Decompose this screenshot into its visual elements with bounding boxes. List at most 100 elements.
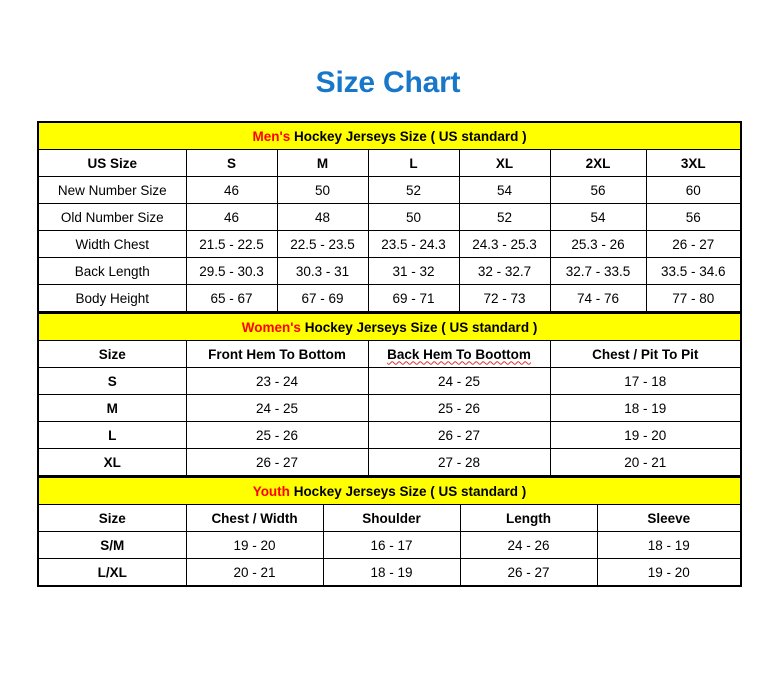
mens-band-rest: Hockey Jerseys Size ( US standard ) — [290, 128, 527, 144]
womens-header-row: Size Front Hem To Bottom Back Hem To Boo… — [37, 340, 742, 368]
youth-band-row: Youth Hockey Jerseys Size ( US standard … — [37, 476, 742, 505]
mens-cell-2-1: 22.5 - 23.5 — [276, 230, 369, 258]
womens-section-band: Women's Hockey Jerseys Size ( US standar… — [37, 312, 742, 341]
mens-col-6: 3XL — [645, 149, 742, 177]
mens-row-label-3: Back Length — [37, 257, 187, 285]
youth-header-row: Size Chest / Width Shoulder Length Sleev… — [37, 504, 742, 532]
womens-cell-3-0: 26 - 27 — [185, 448, 369, 476]
youth-row-label-1: L/XL — [37, 558, 187, 587]
youth-cell-1-1: 18 - 19 — [322, 558, 461, 587]
womens-band-accent: Women's — [241, 319, 301, 335]
mens-section-band: Men's Hockey Jerseys Size ( US standard … — [37, 121, 742, 150]
mens-cell-0-1: 50 — [276, 176, 369, 204]
womens-band-row: Women's Hockey Jerseys Size ( US standar… — [37, 312, 742, 341]
youth-col-1: Chest / Width — [185, 504, 324, 532]
womens-col-0: Size — [37, 340, 187, 368]
mens-cell-1-4: 54 — [549, 203, 647, 231]
mens-cell-4-5: 77 - 80 — [645, 284, 742, 312]
page-title: Size Chart — [315, 66, 461, 99]
womens-row-label-3: XL — [37, 448, 187, 476]
mens-cell-3-4: 32.7 - 33.5 — [549, 257, 647, 285]
mens-cell-2-5: 26 - 27 — [645, 230, 742, 258]
mens-header-row: US Size S M L XL 2XL 3XL — [37, 149, 742, 177]
mens-cell-3-2: 31 - 32 — [367, 257, 460, 285]
youth-col-2: Shoulder — [322, 504, 461, 532]
womens-size-table: Women's Hockey Jerseys Size ( US standar… — [37, 312, 743, 476]
mens-cell-3-0: 29.5 - 30.3 — [185, 257, 278, 285]
womens-cell-1-0: 24 - 25 — [185, 394, 369, 422]
mens-cell-0-0: 46 — [185, 176, 278, 204]
mens-cell-1-3: 52 — [458, 203, 551, 231]
mens-row-label-4: Body Height — [37, 284, 187, 312]
mens-col-1: S — [185, 149, 278, 177]
table-row: Width Chest 21.5 - 22.5 22.5 - 23.5 23.5… — [37, 230, 742, 258]
mens-cell-1-5: 56 — [645, 203, 742, 231]
table-row: S/M 19 - 20 16 - 17 24 - 26 18 - 19 — [37, 531, 742, 559]
mens-cell-2-0: 21.5 - 22.5 — [185, 230, 278, 258]
youth-band-accent: Youth — [252, 483, 290, 499]
mens-size-table: Men's Hockey Jerseys Size ( US standard … — [37, 121, 743, 312]
womens-cell-3-1: 27 - 28 — [367, 448, 551, 476]
table-row: New Number Size 46 50 52 54 56 60 — [37, 176, 742, 204]
mens-cell-2-4: 25.3 - 26 — [549, 230, 647, 258]
table-row: L/XL 20 - 21 18 - 19 26 - 27 19 - 20 — [37, 558, 742, 587]
mens-col-3: L — [367, 149, 460, 177]
mens-cell-4-4: 74 - 76 — [549, 284, 647, 312]
womens-col-2-label: Back Hem To Boottom — [387, 346, 531, 362]
size-chart-tables: Men's Hockey Jerseys Size ( US standard … — [37, 121, 743, 587]
youth-col-4: Sleeve — [596, 504, 742, 532]
womens-row-label-2: L — [37, 421, 187, 449]
youth-cell-0-0: 19 - 20 — [185, 531, 324, 559]
mens-cell-1-2: 50 — [367, 203, 460, 231]
table-row: S 23 - 24 24 - 25 17 - 18 — [37, 367, 742, 395]
youth-cell-1-0: 20 - 21 — [185, 558, 324, 587]
youth-col-0: Size — [37, 504, 187, 532]
youth-cell-0-1: 16 - 17 — [322, 531, 461, 559]
womens-cell-2-1: 26 - 27 — [367, 421, 551, 449]
youth-cell-1-2: 26 - 27 — [459, 558, 598, 587]
youth-band-rest: Hockey Jerseys Size ( US standard ) — [289, 483, 527, 499]
mens-cell-1-1: 48 — [276, 203, 369, 231]
mens-cell-0-3: 54 — [458, 176, 551, 204]
womens-col-2: Back Hem To Boottom — [367, 340, 551, 368]
womens-col-3: Chest / Pit To Pit — [549, 340, 742, 368]
youth-section-band: Youth Hockey Jerseys Size ( US standard … — [37, 476, 742, 505]
mens-cell-4-3: 72 - 73 — [458, 284, 551, 312]
mens-band-row: Men's Hockey Jerseys Size ( US standard … — [37, 121, 742, 150]
mens-cell-0-2: 52 — [367, 176, 460, 204]
womens-cell-0-1: 24 - 25 — [367, 367, 551, 395]
mens-band-accent: Men's — [252, 128, 291, 144]
mens-cell-4-1: 67 - 69 — [276, 284, 369, 312]
mens-cell-4-2: 69 - 71 — [367, 284, 460, 312]
youth-cell-1-3: 19 - 20 — [596, 558, 742, 587]
womens-cell-1-1: 25 - 26 — [367, 394, 551, 422]
womens-band-rest: Hockey Jerseys Size ( US standard ) — [300, 319, 538, 335]
mens-cell-3-5: 33.5 - 34.6 — [645, 257, 742, 285]
mens-cell-3-3: 32 - 32.7 — [458, 257, 551, 285]
mens-cell-0-5: 60 — [645, 176, 742, 204]
womens-cell-3-2: 20 - 21 — [549, 448, 742, 476]
youth-cell-0-3: 18 - 19 — [596, 531, 742, 559]
table-row: Old Number Size 46 48 50 52 54 56 — [37, 203, 742, 231]
mens-cell-2-3: 24.3 - 25.3 — [458, 230, 551, 258]
youth-cell-0-2: 24 - 26 — [459, 531, 598, 559]
table-row: Back Length 29.5 - 30.3 30.3 - 31 31 - 3… — [37, 257, 742, 285]
mens-col-2: M — [276, 149, 369, 177]
womens-cell-0-2: 17 - 18 — [549, 367, 742, 395]
youth-size-table: Youth Hockey Jerseys Size ( US standard … — [37, 476, 742, 587]
mens-col-0: US Size — [37, 149, 187, 177]
table-row: L 25 - 26 26 - 27 19 - 20 — [37, 421, 742, 449]
mens-row-label-1: Old Number Size — [37, 203, 187, 231]
mens-col-5: 2XL — [549, 149, 647, 177]
womens-col-1: Front Hem To Bottom — [185, 340, 369, 368]
mens-cell-4-0: 65 - 67 — [185, 284, 278, 312]
mens-cell-0-4: 56 — [549, 176, 647, 204]
womens-cell-2-0: 25 - 26 — [185, 421, 369, 449]
youth-col-3: Length — [459, 504, 598, 532]
womens-row-label-1: M — [37, 394, 187, 422]
womens-row-label-0: S — [37, 367, 187, 395]
womens-cell-1-2: 18 - 19 — [549, 394, 742, 422]
table-row: Body Height 65 - 67 67 - 69 69 - 71 72 -… — [37, 284, 742, 312]
womens-cell-2-2: 19 - 20 — [549, 421, 742, 449]
